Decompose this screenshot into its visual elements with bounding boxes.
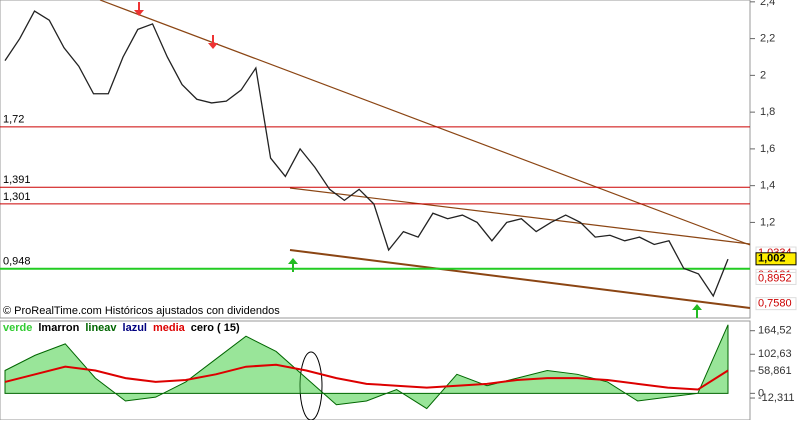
y-tick-label: 58,861 (758, 365, 792, 377)
y-tick-label: 1,4 (760, 180, 775, 192)
level-label: 1,391 (3, 174, 31, 186)
legend-entry: cero ( 15) (191, 322, 240, 334)
legend-entry: lmarron (38, 322, 79, 334)
annotation: © ProRealTime.com Históricos ajustados c… (3, 305, 280, 317)
price-line (4, 10, 729, 298)
legend-entry: verde (3, 322, 32, 334)
indicator-panel (0, 320, 751, 421)
level-label: 1,301 (3, 191, 31, 203)
indicator-line (4, 363, 729, 391)
price-tag (755, 252, 797, 266)
y-tick-label: 2,4 (760, 0, 775, 8)
indicator-legend: verde lmarron lineav lazul media cero ( 15) (3, 322, 240, 334)
level-label: 0,948 (3, 256, 31, 268)
legend-entry: media (153, 322, 186, 334)
price-tag (755, 271, 797, 285)
y-tick-label: -12,311 (758, 392, 795, 404)
y-tick-label: 164,52 (758, 325, 792, 337)
y-tick-label: 1,6 (760, 143, 775, 155)
y-tick-label: 1,2 (760, 216, 775, 228)
price-tag-label: 1,002 (758, 253, 786, 265)
trendline (289, 249, 751, 309)
legend-entry: lineav (85, 322, 117, 334)
price-tag-label: 0,8952 (758, 272, 792, 284)
y-tick-label: 102,63 (758, 348, 792, 360)
y-tick-label: 2,2 (760, 33, 775, 45)
level-label: 1,72 (3, 114, 24, 126)
y-tick-label: 1,8 (760, 106, 775, 118)
y-tick-label: 2 (760, 69, 766, 81)
indicator-area (4, 324, 729, 410)
price-panel (0, 0, 751, 319)
price-tag (755, 297, 797, 311)
y-tick-label: 0 (758, 387, 764, 399)
sell-arrow (134, 2, 218, 49)
legend-entry: lazul (123, 322, 147, 334)
price-tag-label: 0,7580 (758, 298, 792, 310)
